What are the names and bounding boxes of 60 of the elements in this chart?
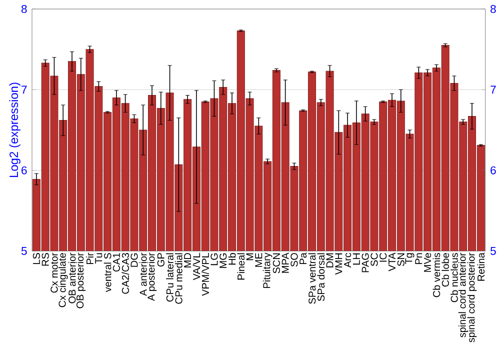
x-tick-label: spinal cord anterior [458, 252, 468, 338]
x-tick-label: Retina [477, 252, 485, 281]
x-tick-label: Tg [405, 253, 414, 264]
y-tick-label: 7 [22, 86, 27, 94]
x-tick-label: LH [353, 253, 360, 265]
x-tick-label: A anterior [139, 252, 147, 296]
x-tick-label: ventral S [104, 253, 112, 292]
x-tick-label: DM [326, 253, 334, 268]
y2-tick-label: 7 [490, 86, 496, 94]
y2-tick-label: 8 [490, 4, 496, 14]
x-tick-label: Cb nucleus [450, 252, 458, 302]
x-tick-label: MD [184, 253, 191, 268]
x-tick-label: Arc [344, 252, 352, 268]
x-tick-label: VPM/VPL [202, 252, 210, 296]
x-tick-label: DG [130, 253, 138, 267]
y2-tick-label: 6 [490, 166, 496, 174]
x-tick-label: spinal cord posterior [467, 252, 477, 342]
x-tick-label: Pineal [237, 253, 245, 280]
x-tick-label: Hb [228, 253, 236, 265]
y-axis-title: Log2 (expression) [9, 82, 20, 178]
x-tick-label: CPu medial [175, 253, 182, 304]
x-tick-label: IC [380, 252, 387, 262]
x-tick-label: SCN [272, 253, 280, 274]
x-tick-label: SO [290, 253, 298, 267]
x-tick-label: A posterior [147, 252, 157, 301]
x-tick-label: OB anterior [68, 252, 76, 304]
x-tick-label: Tu [95, 253, 102, 264]
y-tick-label: 6 [22, 166, 27, 174]
x-tick-label: VA/VL [192, 252, 200, 280]
y-tick-label: 8 [21, 4, 27, 14]
x-tick-label: CPu lateral [166, 253, 174, 302]
x-tick-label: SN [397, 253, 404, 266]
x-tick-label: SPa dorsal [317, 253, 325, 302]
x-tick-label: CA1 [112, 253, 120, 272]
x-tick-label: RS [42, 253, 49, 266]
x-tick-label: MPA [282, 252, 289, 273]
x-tick-label: Pituitary [262, 252, 272, 288]
x-tick-label: Cb lobe [442, 253, 450, 287]
x-tick-label: M [246, 253, 254, 260]
y-tick-label: 5 [21, 247, 27, 255]
x-tick-label: PAG [362, 253, 369, 272]
x-tick-label: Cb vermis [432, 252, 440, 298]
x-tick-label: CA2/CA3 [122, 253, 130, 294]
x-tick-label: LS [32, 253, 40, 264]
x-tick-label: ME [255, 253, 262, 267]
x-tick-label: SPa ventral [308, 253, 316, 304]
x-tick-label: GP [157, 253, 164, 267]
x-tick-label: VTA [388, 252, 396, 272]
x-tick-label: VMH [335, 253, 342, 275]
x-tick-label: MG [220, 253, 227, 268]
x-tick-label: LG [210, 253, 218, 266]
y2-tick-label: 5 [490, 247, 496, 255]
x-tick-label: Cx cingulate [58, 253, 68, 308]
x-tick-label: OB posterior [76, 252, 86, 308]
x-tick-label: SC [370, 252, 378, 266]
x-tick-label: Cx motor [50, 252, 58, 293]
x-tick-label: Pa [300, 252, 307, 264]
x-tick-label: Pir [86, 252, 94, 264]
x-tick-label: Pn [415, 253, 422, 264]
x-tick-label: MVe [424, 253, 432, 272]
